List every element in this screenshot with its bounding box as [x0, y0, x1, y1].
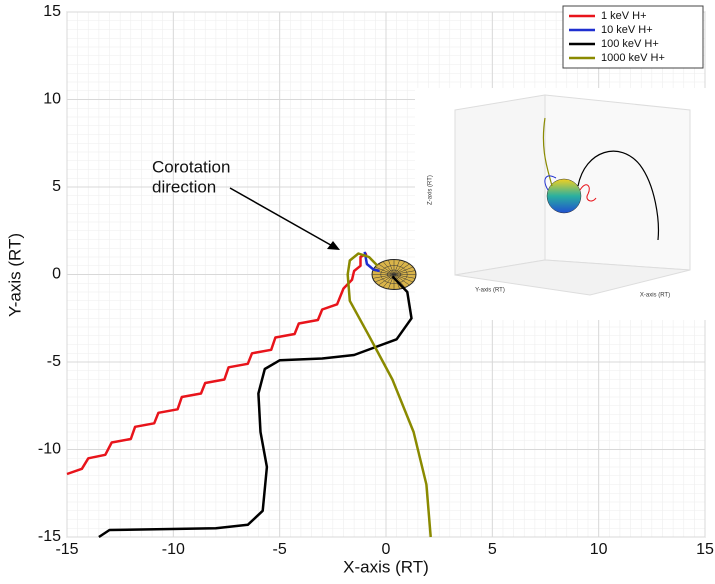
annotation: direction	[152, 177, 216, 196]
arrow-head	[327, 241, 340, 250]
series-line	[66, 252, 368, 476]
y-tick-label: -5	[47, 353, 61, 370]
inset-trajectory	[544, 175, 557, 191]
legend-label: 1000 keV H+	[601, 52, 665, 64]
x-tick-label: 0	[382, 541, 391, 558]
legend-label: 1 keV H+	[601, 10, 647, 22]
x-tick-label: -15	[55, 541, 78, 558]
inset-trajectory	[577, 150, 660, 241]
legend-label: 10 keV H+	[601, 24, 653, 36]
x-tick-label: 5	[488, 541, 497, 558]
inset-planet	[546, 178, 582, 214]
inset-trajectory	[579, 184, 597, 202]
annotation: Corotation	[152, 157, 230, 176]
planet-mesh	[372, 270, 416, 279]
y-tick-label: 10	[43, 91, 61, 108]
x-tick-label: 15	[696, 541, 714, 558]
y-axis-label: Y-axis (RT)	[5, 233, 24, 317]
inset-floor	[454, 259, 691, 296]
series-line	[346, 252, 432, 538]
series-line	[98, 275, 413, 539]
legend-label: 100 keV H+	[601, 38, 659, 50]
y-tick-label: -10	[38, 441, 61, 458]
y-tick-label: -15	[38, 528, 61, 545]
inset-chart: Z-axis (RT) Y-axis (RT) X-axis (RT)	[415, 88, 710, 320]
legend: 1 keV H+ 10 keV H+ 100 keV H+ 1000 keV H+	[562, 5, 704, 69]
x-tick-label: 10	[590, 541, 608, 558]
y-tick-label: 0	[52, 266, 61, 283]
planet-mesh	[380, 265, 408, 284]
x-axis-label: X-axis (RT)	[343, 557, 429, 576]
annotation-arrow	[229, 187, 337, 249]
inset-wall	[454, 94, 546, 276]
plot-area	[66, 251, 432, 539]
x-tick-label: -5	[273, 541, 287, 558]
x-tick-label: -10	[162, 541, 185, 558]
series-line	[363, 251, 380, 273]
inset-y-label: Y-axis (RT)	[475, 288, 505, 294]
inset-z-label: Z-axis (RT)	[428, 175, 434, 205]
inset-trajectory	[542, 117, 553, 187]
y-tick-label: 5	[52, 178, 61, 195]
y-tick-label: 15	[43, 3, 61, 20]
inset-x-label: X-axis (RT)	[640, 293, 670, 299]
